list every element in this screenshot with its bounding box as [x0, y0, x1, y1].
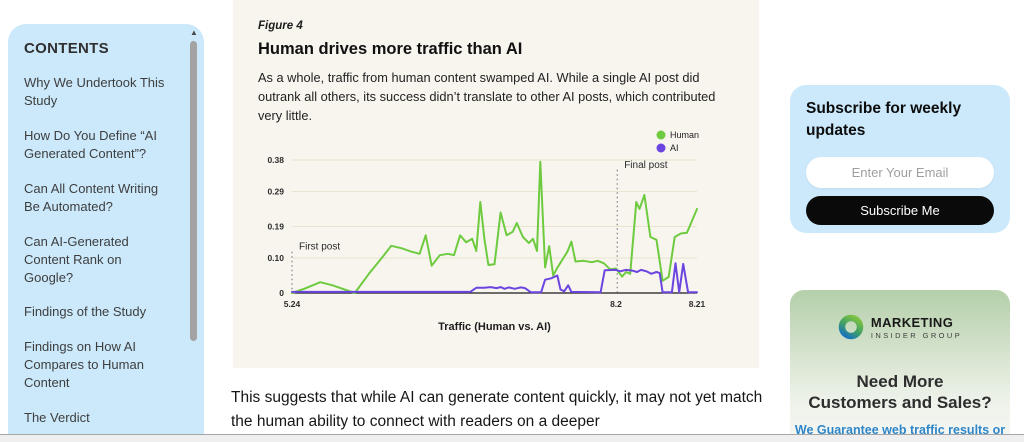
logo-ring-icon: [838, 314, 864, 340]
svg-text:0.38: 0.38: [267, 155, 284, 165]
sidebar-scrollbar[interactable]: ▲ ▼: [188, 29, 200, 442]
sidebar-item-can-ai-rank[interactable]: Can AI-Generated Content Rank on Google?: [24, 233, 129, 285]
article-paragraph: This suggests that while AI can generate…: [231, 389, 763, 431]
figure-card: Figure 4 Human drives more traffic than …: [233, 0, 759, 368]
subscribe-button[interactable]: Subscribe Me: [806, 196, 994, 226]
svg-text:5.24: 5.24: [284, 299, 301, 309]
subscribe-title: Subscribe for weekly updates: [806, 100, 962, 139]
svg-text:AI: AI: [670, 143, 679, 153]
sidebar-item-can-all-content[interactable]: Can All Content Writing Be Automated?: [24, 180, 159, 214]
promo-headline-line2: Customers and Sales?: [808, 393, 992, 413]
sidebar-item-how-define-ai[interactable]: How Do You Define “AI Generated Content”…: [24, 127, 157, 161]
svg-text:Human: Human: [670, 130, 699, 140]
sidebar-item-findings-compare[interactable]: Findings on How AI Compares to Human Con…: [24, 339, 144, 391]
svg-text:0.10: 0.10: [267, 253, 284, 263]
scroll-up-icon[interactable]: ▲: [190, 28, 198, 37]
svg-text:0: 0: [279, 288, 284, 298]
svg-text:0.29: 0.29: [267, 187, 284, 197]
figure-eyebrow: Figure 4: [258, 20, 303, 32]
email-input[interactable]: [806, 157, 994, 189]
sidebar-item-findings-study[interactable]: Findings of the Study: [24, 304, 147, 320]
bottom-scrollbar[interactable]: [0, 434, 1024, 442]
contents-sidebar: CONTENTS Why We Undertook This Study How…: [8, 24, 204, 442]
scrollbar-thumb[interactable]: [190, 41, 197, 341]
line-chart-svg: 0 0.10 0.19 0.29 0.38 5.24 8.2 8.21 Traffic (Hum…: [267, 130, 706, 333]
brand-subname: INSIDER GROUP: [870, 330, 963, 340]
promo-banner[interactable]: MARKETING INSIDER GROUP Need More Custom…: [790, 290, 1010, 442]
marketing-insider-logo: MARKETING INSIDER GROUP: [838, 314, 962, 340]
figure-title: Human drives more traffic than AI: [258, 40, 523, 58]
svg-text:First post: First post: [299, 242, 340, 253]
promo-headline: Need More Customers and Sales?: [790, 371, 1010, 414]
contents-title: CONTENTS: [24, 40, 109, 57]
svg-text:Traffic (Human vs. AI): Traffic (Human vs. AI): [438, 321, 551, 333]
sidebar-item-why-we-undertook[interactable]: Why We Undertook This Study: [24, 75, 165, 108]
svg-text:Final post: Final post: [624, 160, 668, 171]
svg-text:8.2: 8.2: [610, 299, 622, 309]
brand-name: MARKETING: [870, 314, 954, 330]
promo-guarantee-text: We Guarantee web traffic results or: [794, 422, 1006, 437]
svg-text:0.19: 0.19: [267, 222, 284, 232]
brand-text: MARKETING INSIDER GROUP: [871, 315, 962, 340]
subscribe-widget: Subscribe for weekly updates Subscribe M…: [790, 85, 1010, 233]
figure-description: As a whole, traffic from human content s…: [258, 70, 716, 124]
svg-text:8.21: 8.21: [689, 299, 706, 309]
traffic-chart: 0 0.10 0.19 0.29 0.38 5.24 8.2 8.21 Traffic (Hum…: [233, 112, 759, 347]
promo-headline-line1: Need More: [856, 372, 944, 391]
sidebar-item-verdict[interactable]: The Verdict: [24, 410, 90, 426]
